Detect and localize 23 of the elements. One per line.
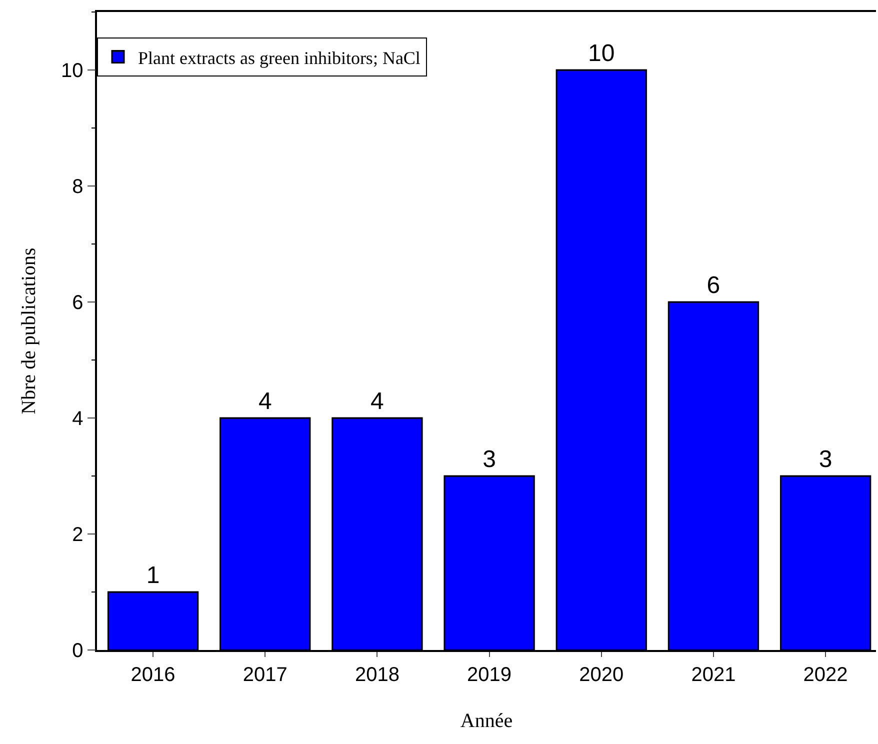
y-tick-label: 8 <box>72 176 84 198</box>
y-tick-label: 4 <box>72 408 84 430</box>
data-label: 3 <box>482 446 496 473</box>
y-tick-label: 10 <box>61 60 84 82</box>
x-tick-label: 2020 <box>579 664 624 686</box>
x-tick-label: 2017 <box>242 664 288 686</box>
data-label: 6 <box>706 272 720 299</box>
y-axis-title: Nbre de publications <box>18 247 40 414</box>
data-label: 4 <box>370 388 384 415</box>
legend-label: Plant extracts as green inhibitors; NaCl <box>138 48 420 68</box>
x-tick-label: 2021 <box>691 664 736 686</box>
y-tick-label: 6 <box>72 292 84 314</box>
data-label: 10 <box>588 40 615 67</box>
data-label: 4 <box>258 388 272 415</box>
x-tick-label: 2022 <box>803 664 848 686</box>
y-tick-label: 2 <box>72 524 84 546</box>
x-tick-label: 2019 <box>467 664 512 686</box>
data-label: 1 <box>146 562 160 589</box>
x-axis-title: Année <box>460 710 513 732</box>
y-tick-label: 0 <box>72 640 84 662</box>
x-tick-label: 2018 <box>354 664 400 686</box>
data-label: 3 <box>818 446 832 473</box>
x-tick-label: 2016 <box>130 664 176 686</box>
